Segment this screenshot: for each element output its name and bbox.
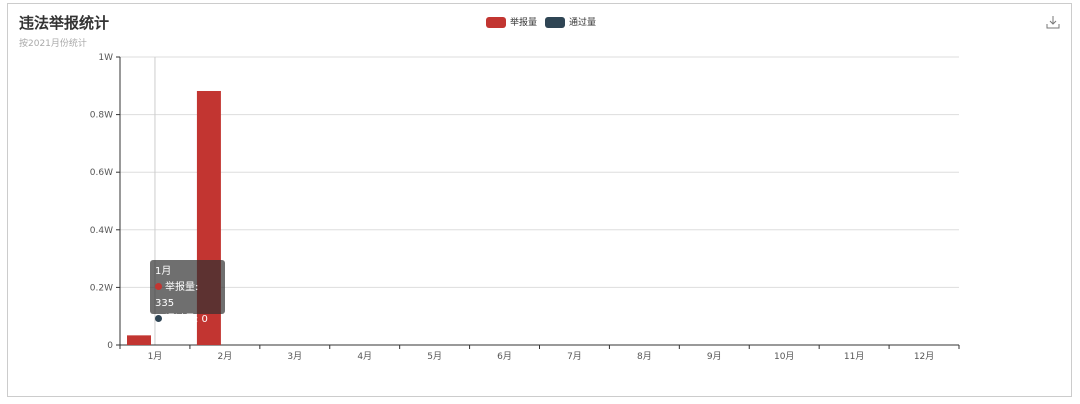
x-tick-label: 6月	[497, 351, 512, 362]
tooltip-row-reports: 举报量: 335	[155, 282, 199, 309]
chart-panel	[7, 3, 1072, 397]
x-tick-label: 5月	[427, 351, 442, 362]
y-tick-label: 1W	[98, 53, 113, 63]
x-tick-label: 2月	[218, 351, 233, 362]
y-tick-label: 0.6W	[90, 168, 113, 178]
x-tick-label: 11月	[844, 351, 864, 362]
x-tick-label: 12月	[914, 351, 934, 362]
x-tick-label: 7月	[567, 351, 582, 362]
y-tick-label: 0.8W	[90, 111, 113, 121]
y-tick-label: 0	[107, 341, 113, 351]
legend-item-reports[interactable]: 举报量	[486, 15, 537, 28]
chart-title: 违法举报统计	[19, 14, 110, 32]
tooltip: 1月 举报量: 335 通过量: 0	[150, 260, 225, 325]
y-tick-label: 0.2W	[90, 283, 113, 293]
x-tick-label: 8月	[637, 351, 652, 362]
bar-reports	[127, 335, 151, 345]
x-tick-label: 1月	[148, 351, 163, 362]
tooltip-row-approved: 通过量: 0	[155, 312, 220, 328]
download-icon[interactable]	[1046, 15, 1060, 29]
x-tick-label: 4月	[357, 351, 372, 362]
x-tick-label: 9月	[707, 351, 722, 362]
legend-item-approved[interactable]: 通过量	[545, 15, 596, 28]
legend: 举报量 通过量	[486, 15, 596, 28]
y-tick-label: 0.4W	[90, 226, 113, 236]
chart-subtitle: 按2021月份统计	[19, 39, 87, 49]
x-tick-label: 10月	[774, 351, 794, 362]
tooltip-category: 1月	[155, 266, 172, 277]
x-tick-label: 3月	[287, 351, 302, 362]
